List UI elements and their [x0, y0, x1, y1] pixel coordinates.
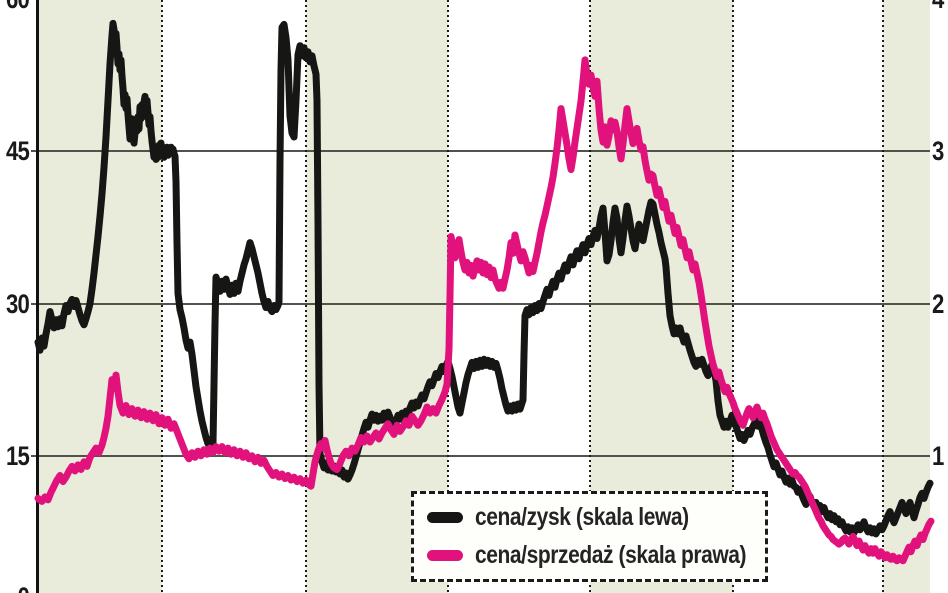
- vertical-gridline: [589, 0, 591, 593]
- right-axis-tick-label: 1: [932, 440, 944, 471]
- left-axis-line: [36, 0, 39, 593]
- left-axis-tick-label: 30: [6, 288, 30, 319]
- right-axis-tick-label: 3: [932, 136, 944, 167]
- right-axis-tick-label: 4: [932, 0, 944, 15]
- left-axis-tick-label: 0: [5, 581, 29, 593]
- left-axis-tick-label: 45: [6, 136, 30, 167]
- horizontal-gridline: [31, 302, 930, 305]
- vertical-gridline: [305, 0, 307, 593]
- horizontal-gridline: [31, 454, 930, 457]
- right-axis-tick-label: 2: [932, 288, 944, 319]
- left-axis-tick-label: 60: [5, 0, 30, 15]
- legend-label-ps: cena/sprzedaż (skala prawa): [475, 541, 747, 569]
- pe-line-swatch-icon: [427, 512, 463, 523]
- legend-label-pe: cena/zysk (skala lewa): [475, 503, 689, 531]
- legend-item-pe: cena/zysk (skala lewa): [427, 503, 765, 532]
- vertical-gridline: [161, 0, 163, 593]
- series-line-ps-line: [34, 56, 935, 565]
- legend-item-ps: cena/sprzedaż (skala prawa): [427, 541, 765, 570]
- horizontal-gridline: [31, 150, 930, 153]
- vertical-gridline: [732, 0, 734, 593]
- series-line-pe-line: [34, 19, 934, 538]
- vertical-gridline: [882, 0, 884, 593]
- legend: cena/zysk (skala lewa) cena/sprzedaż (sk…: [411, 491, 768, 582]
- left-axis-tick-label: 15: [6, 440, 30, 471]
- ps-line-swatch-icon: [427, 550, 463, 561]
